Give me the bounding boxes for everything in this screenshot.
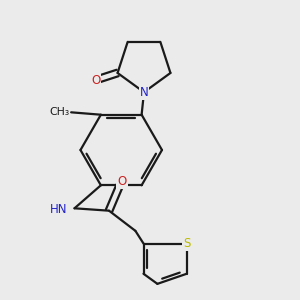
Text: O: O: [91, 74, 100, 87]
Text: O: O: [117, 176, 127, 188]
Text: N: N: [140, 86, 148, 99]
Text: S: S: [183, 237, 190, 250]
Text: CH₃: CH₃: [49, 107, 69, 117]
Text: HN: HN: [50, 203, 67, 216]
